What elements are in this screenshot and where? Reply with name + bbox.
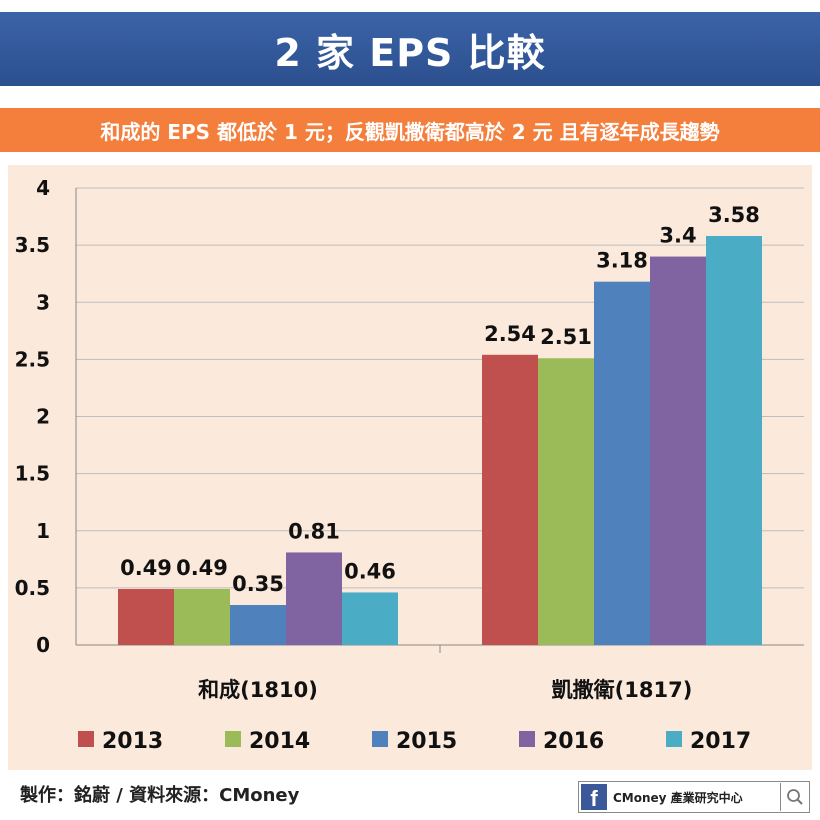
bar-2014-1: [538, 358, 594, 645]
bar-2016-1: [650, 256, 706, 645]
data-label: 3.58: [708, 203, 760, 227]
y-tick-label: 2.5: [15, 347, 50, 371]
bar-2013-0: [118, 589, 174, 645]
bar-2014-0: [174, 589, 230, 645]
category-label: 凱撒衛(1817): [552, 678, 693, 702]
chart-title: 2 家 EPS 比較: [274, 30, 546, 75]
badge-text: CMoney 產業研究中心: [613, 790, 743, 805]
data-label: 0.46: [344, 559, 396, 583]
legend-label: 2013: [102, 729, 163, 754]
bar-2017-1: [706, 235, 762, 646]
bar-2017-0: [342, 592, 398, 645]
data-label: 2.54: [484, 322, 536, 346]
legend-swatch-2016: [519, 731, 535, 747]
data-label: 2.51: [540, 325, 592, 349]
data-label: 0.49: [176, 556, 228, 580]
data-label: 0.49: [120, 556, 172, 580]
bar-2015-0: [230, 605, 286, 645]
search-icon[interactable]: [780, 783, 809, 811]
subtitle-banner: 和成的 EPS 都低於 1 元；反觀凱撒衛都高於 2 元 且有逐年成長趨勢: [0, 108, 820, 152]
data-label: 0.81: [288, 519, 340, 543]
data-label: 3.4: [659, 224, 696, 248]
bar-2016-0: [286, 552, 342, 645]
legend-swatch-2015: [372, 731, 388, 747]
legend-swatch-2013: [78, 731, 94, 747]
facebook-icon: f: [581, 784, 607, 810]
legend-label: 2014: [249, 729, 310, 754]
y-tick-label: 0.5: [15, 576, 50, 600]
title-banner: 2 家 EPS 比較: [0, 12, 820, 86]
y-tick-label: 4: [36, 176, 50, 200]
y-tick-label: 1.5: [15, 462, 50, 486]
legend-label: 2017: [690, 729, 751, 754]
category-label: 和成(1810): [198, 678, 318, 702]
chart-subtitle: 和成的 EPS 都低於 1 元；反觀凱撒衛都高於 2 元 且有逐年成長趨勢: [100, 119, 720, 144]
legend-swatch-2014: [225, 731, 241, 747]
legend-label: 2016: [543, 729, 604, 754]
bar-2013-1: [482, 354, 538, 645]
footer-credit: 製作：銘蔚 / 資料來源：CMoney: [20, 785, 300, 806]
data-label: 3.18: [596, 249, 648, 273]
legend-label: 2015: [396, 729, 457, 754]
y-tick-label: 2: [36, 405, 50, 429]
legend-swatch-2017: [666, 731, 682, 747]
y-tick-label: 3.5: [15, 233, 50, 257]
cmoney-facebook-badge[interactable]: f CMoney 產業研究中心: [578, 781, 810, 813]
y-tick-label: 0: [36, 633, 50, 657]
bar-2015-1: [594, 281, 650, 645]
y-tick-label: 3: [36, 290, 50, 314]
data-label: 0.35: [232, 572, 284, 596]
y-tick-label: 1: [36, 519, 50, 543]
